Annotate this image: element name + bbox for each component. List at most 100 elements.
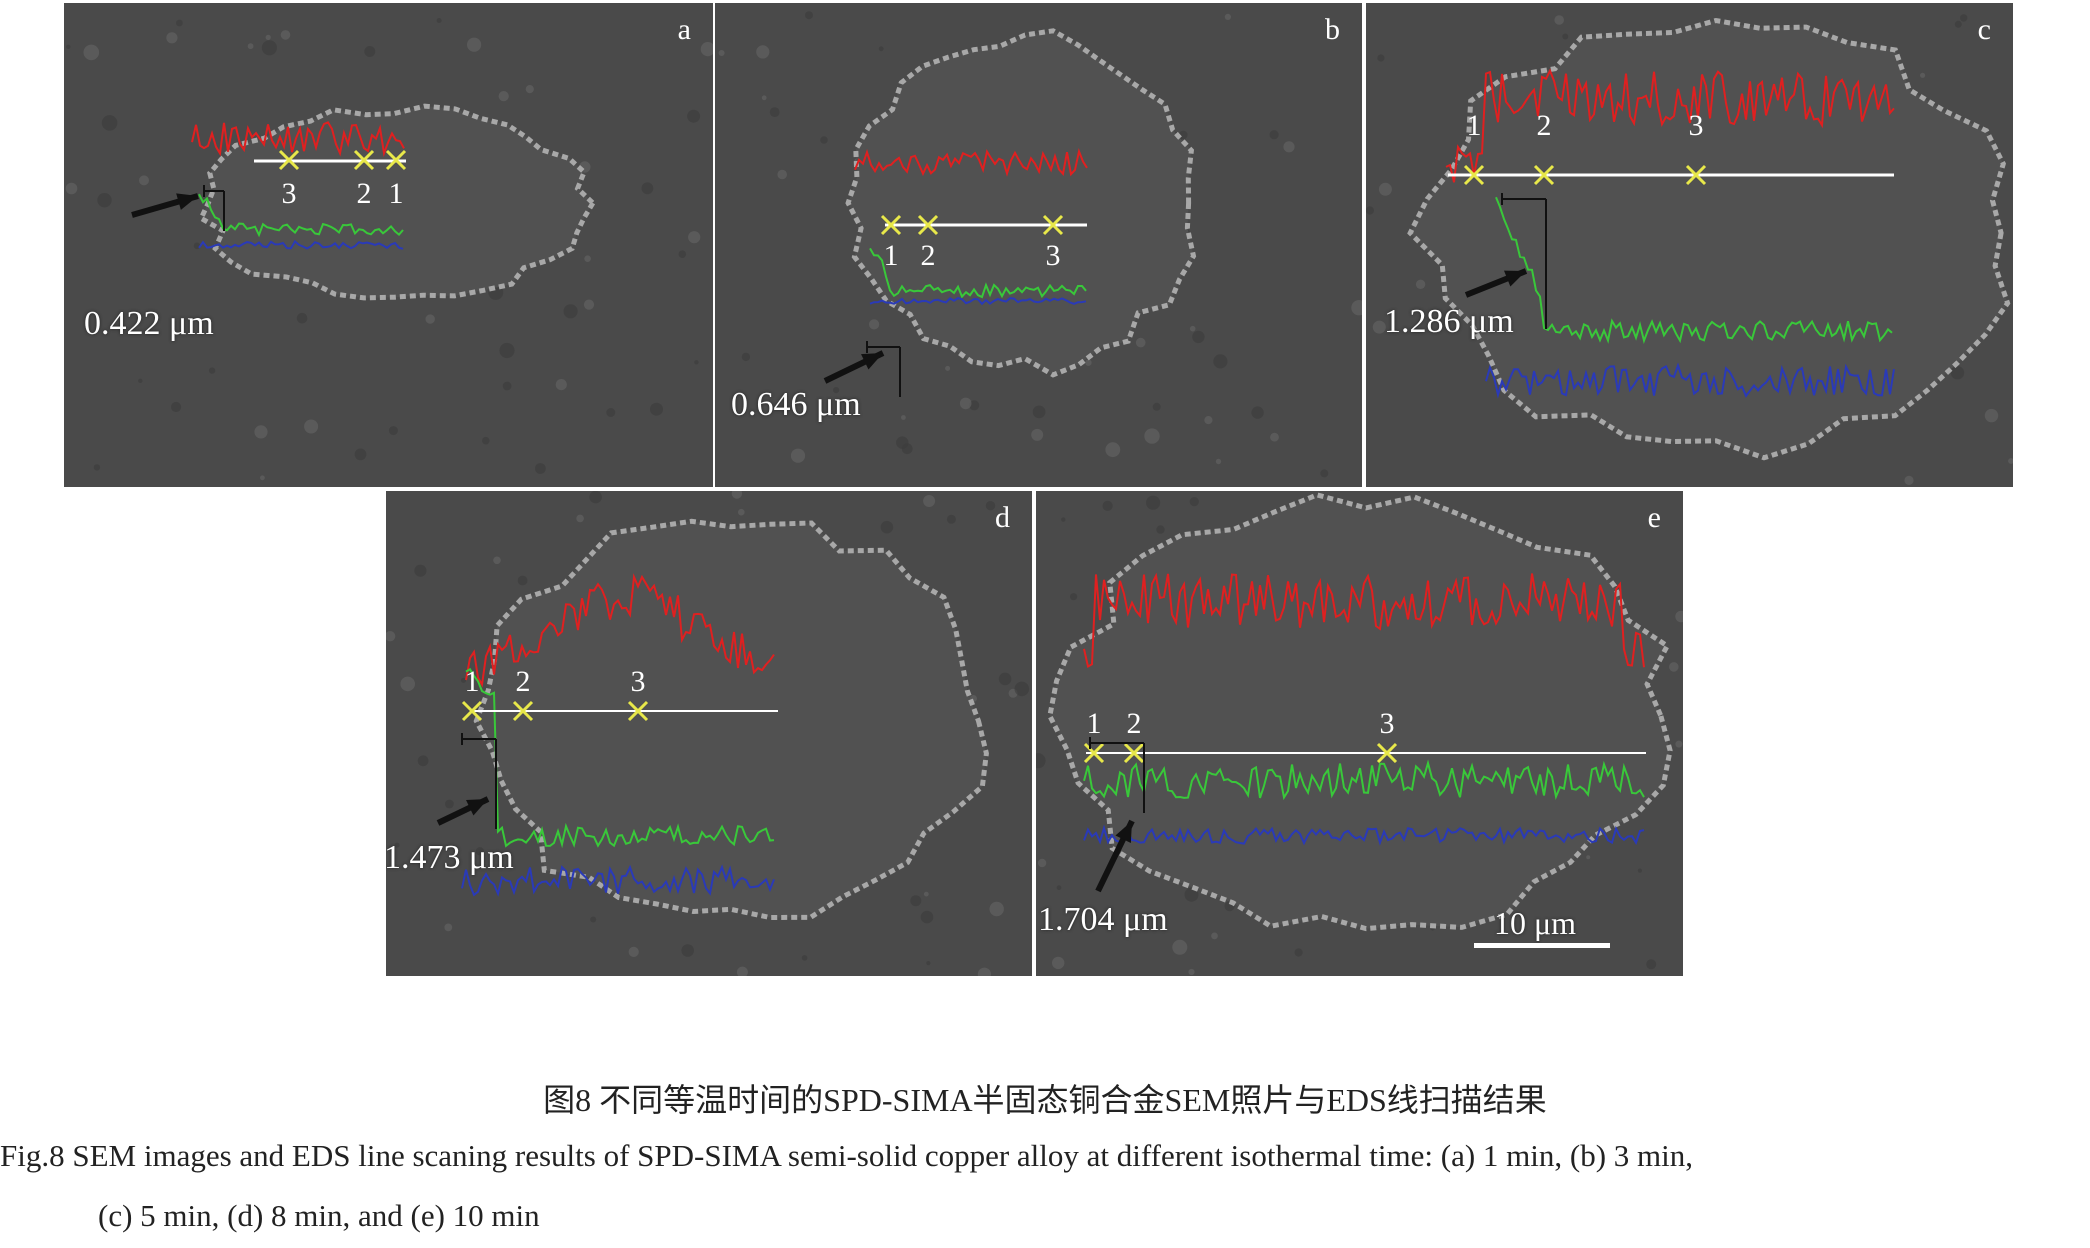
texture-speck [1172,939,1188,955]
texture-speck [425,314,435,324]
texture-speck [1378,182,1392,196]
texture-speck [493,556,501,565]
texture-speck [498,91,509,102]
texture-speck [1184,887,1199,902]
texture-speck [467,37,482,52]
texture-speck [1669,662,1679,672]
measurement-c: 1.286 μm [1384,303,1514,340]
texture-speck [502,381,512,391]
texture-speck [525,85,534,94]
texture-speck [138,378,143,383]
texture-speck [388,426,398,436]
texture-speck [535,463,546,474]
eds-trace-green [1495,196,1893,345]
point-number-label: 2 [1127,707,1142,740]
point-number-label: 3 [282,177,297,210]
texture-speck [700,42,713,57]
texture-speck [687,109,701,123]
eds-trace-cu [191,121,405,158]
texture-speck [969,400,980,411]
texture-speck [1320,469,1329,478]
texture-speck [641,182,654,195]
texture-speck [1031,428,1044,441]
texture-speck [563,304,578,319]
caption-en-line2: (c) 5 min, (d) 8 min, and (e) 10 min [98,1198,540,1233]
texture-speck [1146,495,1161,510]
eds-trace-green [869,247,1087,299]
texture-speck [945,365,951,371]
point-number-label: 1 [1467,109,1482,142]
texture-speck [1215,458,1222,465]
texture-speck [247,43,254,50]
point-number-label: 2 [357,177,372,210]
texture-speck [741,352,751,362]
texture-speck [171,401,182,413]
texture-speck [1192,330,1205,344]
texture-speck [1294,948,1303,957]
point-number-label: 1 [389,177,404,210]
texture-speck [2008,458,2013,464]
texture-speck [304,419,319,434]
texture-speck [901,415,906,420]
eds-trace-green [1083,759,1645,801]
texture-speck [265,34,271,40]
texture-speck [1372,320,1386,334]
grain-b [845,28,1197,378]
texture-speck [254,425,268,439]
eds-trace-cu [465,573,775,688]
texture-speck [444,923,453,932]
texture-speck [517,575,528,586]
texture-speck [1366,206,1374,215]
texture-speck [1377,54,1385,62]
point-number-label: 3 [631,665,646,698]
texture-speck [756,45,770,59]
texture-speck [998,672,1012,686]
texture-speck [499,342,515,359]
point-marker-stroke [278,149,300,171]
eds-trace-blue [198,239,404,250]
texture-speck [1014,681,1030,697]
texture-speck [354,448,367,461]
texture-speck [1351,300,1362,316]
texture-speck [805,11,813,20]
texture-speck [1269,130,1279,140]
point-marker-stroke [461,700,483,722]
texture-speck [1224,13,1231,20]
texture-speck [833,387,840,394]
texture-speck [801,955,808,961]
texture-speck [1646,959,1657,970]
measurement-e: 1.704 μm [1038,901,1168,938]
texture-speck [1251,406,1264,419]
measurement-d: 1.473 μm [386,839,514,876]
texture-speck [208,367,216,374]
panel-label-b: b [1325,13,1340,46]
point-number-label: 2 [1537,109,1552,142]
eds-trace-cu [854,147,1088,177]
texture-speck [910,895,922,907]
texture-speck [436,18,442,23]
texture-speck [926,961,931,966]
texture-speck [694,360,699,365]
texture-speck [176,19,183,27]
texture-speck [386,631,396,642]
point-marker-stroke [1083,742,1105,764]
texture-speck [590,916,597,923]
eds-trace-cu [1445,68,1895,183]
point-marker-stroke [1042,214,1064,236]
texture-speck [1085,359,1092,366]
texture-speck [681,944,694,957]
point-number-label: 1 [884,239,899,272]
texture-speck [1106,921,1111,927]
texture-speck [878,46,884,52]
texture-speck [1052,956,1065,970]
texture-speck [920,910,934,924]
texture-speck [364,46,376,57]
texture-speck [777,169,787,180]
point-number-label: 1 [465,665,480,698]
texture-speck [83,44,100,61]
texture-speck [628,946,639,957]
texture-speck [414,564,427,577]
texture-speck [97,193,112,208]
